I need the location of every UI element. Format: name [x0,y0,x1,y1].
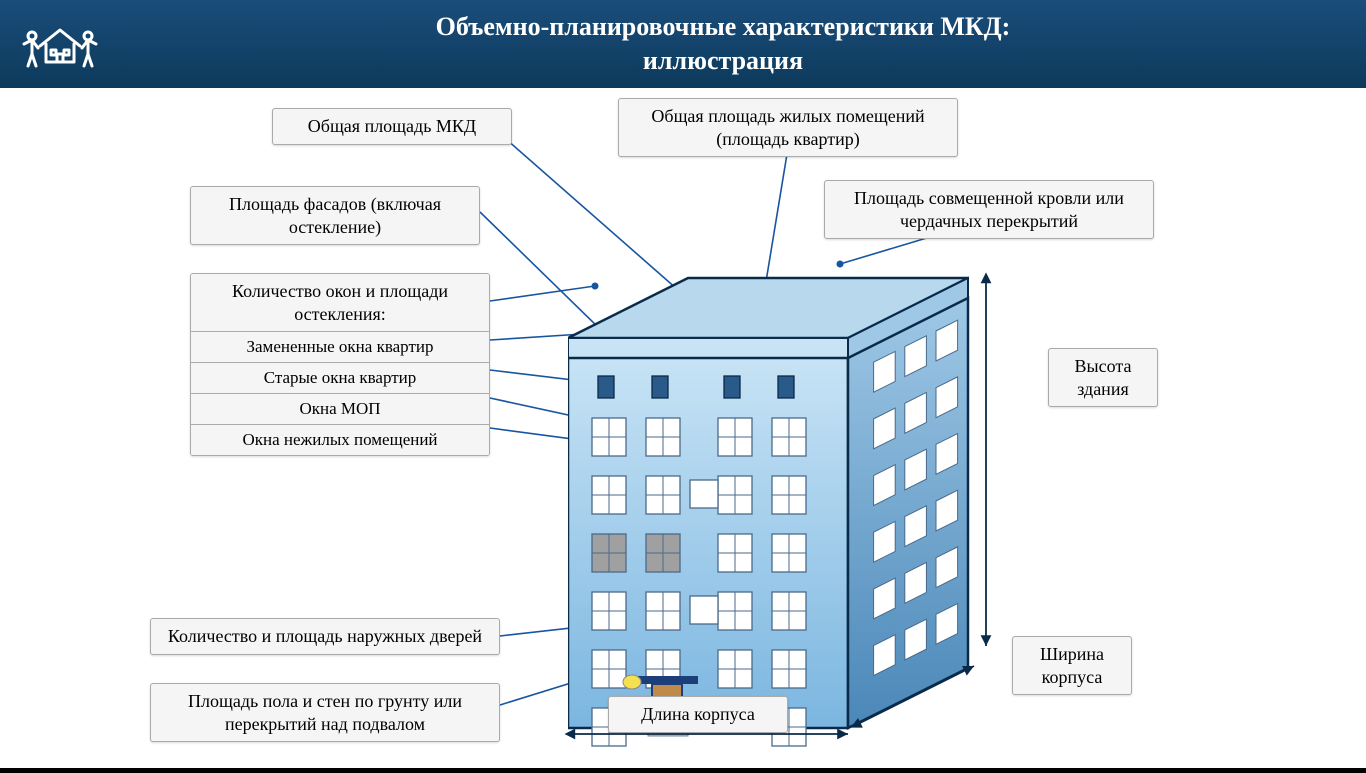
slide-content: Общая площадь МКД Общая площадь жилых по… [0,88,1366,768]
label-length: Длина корпуса [608,696,788,733]
label-roof-area: Площадь совмещенной кровли или чердачных… [824,180,1154,239]
house-people-logo-icon [20,14,100,74]
title-line-2: иллюстрация [643,46,803,75]
slide-header: Объемно-планировочные характеристики МКД… [0,0,1366,88]
slide-title: Объемно-планировочные характеристики МКД… [100,10,1346,78]
label-windows-table: Количество окон и площади остекления: За… [190,273,490,456]
label-facade-area: Площадь фасадов (включая остекление) [190,186,480,245]
windows-row-mop: Окна МОП [191,394,489,425]
label-width: Ширина корпуса [1012,636,1132,695]
label-floor-ground: Площадь пола и стен по грунту или перекр… [150,683,500,742]
windows-row-nonres: Окна нежилых помещений [191,425,489,455]
windows-row-old: Старые окна квартир [191,363,489,394]
slide: Объемно-планировочные характеристики МКД… [0,0,1366,768]
label-total-area: Общая площадь МКД [272,108,512,145]
label-living-area: Общая площадь жилых помещений (площадь к… [618,98,958,157]
title-line-1: Объемно-планировочные характеристики МКД… [436,12,1011,41]
label-doors: Количество и площадь наружных дверей [150,618,500,655]
windows-row-replaced: Замененные окна квартир [191,332,489,363]
label-height: Высота здания [1048,348,1158,407]
windows-table-header: Количество окон и площади остекления: [191,274,489,332]
